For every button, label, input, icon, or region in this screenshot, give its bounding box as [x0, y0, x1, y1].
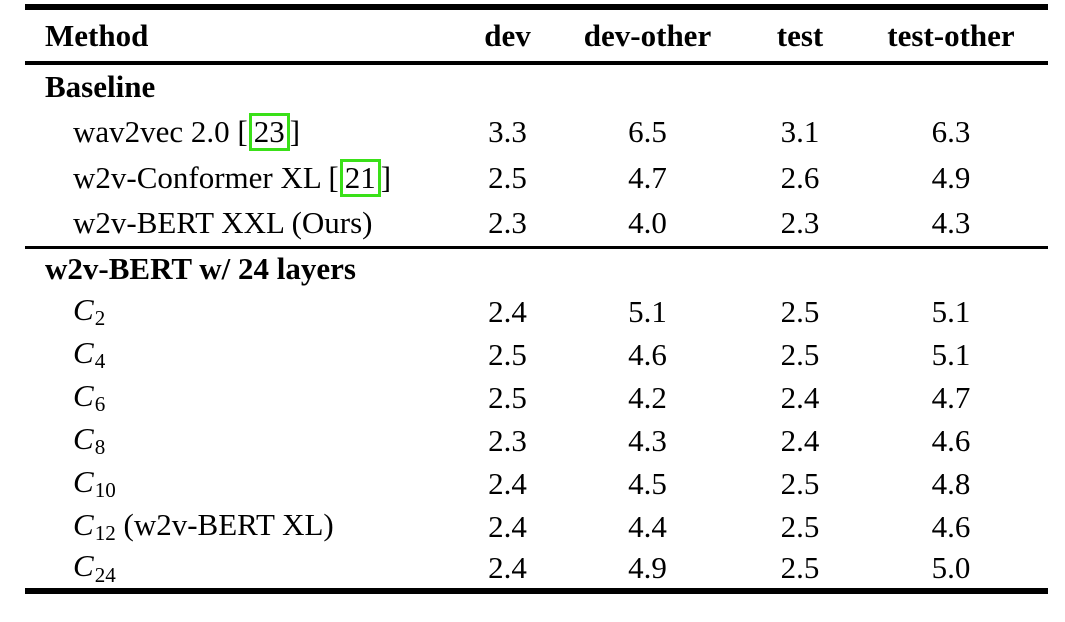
math-subscript: 10: [94, 478, 116, 503]
table-row: C24 2.4 4.9 2.5 5.0: [25, 548, 1048, 591]
section-title: Baseline: [45, 69, 156, 104]
metric-dev-other: 4.9: [628, 550, 667, 585]
math-subscript: 6: [94, 392, 106, 417]
metric-test-other: 4.9: [931, 160, 971, 195]
method-text: w2v-Conformer XL [: [73, 160, 339, 196]
metric-dev-other: 4.5: [628, 465, 667, 501]
metric-dev: 2.5: [488, 336, 527, 372]
metric-dev: 2.4: [488, 508, 527, 544]
column-header-test: test: [776, 17, 824, 53]
metric-test: 2.5: [780, 465, 820, 501]
metric-test-other: 4.8: [931, 465, 971, 501]
metric-dev-other: 4.4: [628, 508, 667, 544]
section-header-row: Baseline: [25, 63, 1048, 109]
math-subscript: 2: [94, 306, 106, 331]
results-table: Method dev dev-other test test-other Baselin…: [25, 4, 1048, 594]
metric-test: 2.4: [780, 422, 820, 458]
metric-test-other: 4.6: [931, 508, 971, 544]
metric-dev-other: 4.7: [628, 160, 667, 195]
citation-link[interactable]: 23: [248, 113, 290, 151]
metric-test-other: 6.3: [931, 114, 971, 149]
method-cell: w2v-Conformer XL [21]: [25, 155, 440, 201]
table-row: C8 2.3 4.3 2.4 4.6: [25, 419, 1048, 462]
metric-dev-other: 6.5: [628, 114, 667, 149]
table-row: C2 2.4 5.1 2.5 5.1: [25, 290, 1048, 333]
metric-dev: 2.3: [488, 205, 527, 241]
table-section-1: w2v-BERT w/ 24 layers C2 2.4 5.1 2.5 5.1 C4 2.5…: [25, 247, 1048, 591]
method-cell: C6: [25, 376, 440, 419]
column-header-dev-other: dev-other: [583, 17, 712, 53]
column-header-test-other: test-other: [887, 17, 1015, 53]
metric-test: 2.5: [780, 508, 820, 544]
metric-test: 2.3: [780, 205, 820, 241]
metric-dev: 2.4: [488, 550, 527, 585]
math-subscript: 24: [94, 562, 116, 587]
method-cell: C24: [25, 548, 440, 591]
method-cell: w2v-BERT XXL (Ours): [25, 201, 440, 247]
citation-link[interactable]: 21: [339, 159, 381, 197]
metric-test: 2.5: [780, 293, 820, 329]
math-symbol: C: [73, 334, 94, 370]
math-symbol: C: [73, 548, 94, 584]
method-text: (w2v-BERT XL): [115, 506, 334, 542]
math-symbol: C: [73, 291, 94, 327]
metric-test-other: 4.3: [931, 205, 971, 241]
table-row: wav2vec 2.0 [23] 3.3 6.5 3.1 6.3: [25, 109, 1048, 155]
metric-test: 2.4: [780, 379, 820, 415]
method-cell: C4: [25, 333, 440, 376]
method-text: ]: [380, 160, 392, 196]
table-row: C6 2.5 4.2 2.4 4.7: [25, 376, 1048, 419]
metric-dev: 3.3: [488, 114, 527, 149]
column-header-method: Method: [45, 17, 149, 53]
math-symbol: C: [73, 420, 94, 456]
method-text: wav2vec 2.0 [: [73, 114, 248, 150]
metric-test: 3.1: [780, 114, 820, 149]
math-subscript: 8: [94, 435, 106, 460]
metric-test-other: 4.6: [931, 422, 971, 458]
method-cell: C2: [25, 290, 440, 333]
metric-dev: 2.4: [488, 293, 527, 329]
table-row: C12 (w2v-BERT XL) 2.4 4.4 2.5 4.6: [25, 505, 1048, 548]
table-row: w2v-BERT XXL (Ours) 2.3 4.0 2.3 4.3: [25, 201, 1048, 247]
metric-dev-other: 4.0: [628, 205, 667, 241]
section-title: w2v-BERT w/ 24 layers: [45, 251, 356, 287]
metric-dev-other: 4.3: [628, 422, 667, 458]
table-section-0: Baseline wav2vec 2.0 [23] 3.3 6.5 3.1 6.3 w2v-…: [25, 63, 1048, 247]
metric-dev: 2.4: [488, 465, 527, 501]
column-header-dev: dev: [484, 17, 531, 53]
metric-dev-other: 4.6: [628, 336, 667, 372]
metric-test: 2.5: [780, 336, 820, 372]
section-header-row: w2v-BERT w/ 24 layers: [25, 247, 1048, 290]
method-text: w2v-BERT XXL (Ours): [73, 205, 373, 241]
math-symbol: C: [73, 377, 94, 413]
metric-test-other: 5.0: [931, 550, 971, 585]
table-row: C4 2.5 4.6 2.5 5.1: [25, 333, 1048, 376]
metric-test-other: 5.1: [931, 293, 971, 329]
table-row: C10 2.4 4.5 2.5 4.8: [25, 462, 1048, 505]
metric-test-other: 5.1: [931, 336, 971, 372]
math-symbol: C: [73, 463, 94, 499]
math-subscript: 12: [94, 521, 116, 546]
metric-test-other: 4.7: [931, 379, 971, 415]
method-text: ]: [289, 114, 301, 150]
table-head: Method dev dev-other test test-other: [25, 7, 1048, 63]
metric-dev: 2.5: [488, 379, 527, 415]
metric-dev: 2.5: [488, 160, 527, 195]
math-symbol: C: [73, 506, 94, 542]
method-cell: C8: [25, 419, 440, 462]
metric-test: 2.5: [780, 550, 820, 585]
method-cell: C10: [25, 462, 440, 505]
header-row: Method dev dev-other test test-other: [25, 7, 1048, 63]
method-cell: C12 (w2v-BERT XL): [25, 505, 440, 548]
method-cell: wav2vec 2.0 [23]: [25, 109, 440, 155]
metric-dev-other: 4.2: [628, 379, 667, 415]
metric-dev-other: 5.1: [628, 293, 667, 329]
metric-dev: 2.3: [488, 422, 527, 458]
metric-test: 2.6: [780, 160, 820, 195]
table-row: w2v-Conformer XL [21] 2.5 4.7 2.6 4.9: [25, 155, 1048, 201]
math-subscript: 4: [94, 349, 106, 374]
